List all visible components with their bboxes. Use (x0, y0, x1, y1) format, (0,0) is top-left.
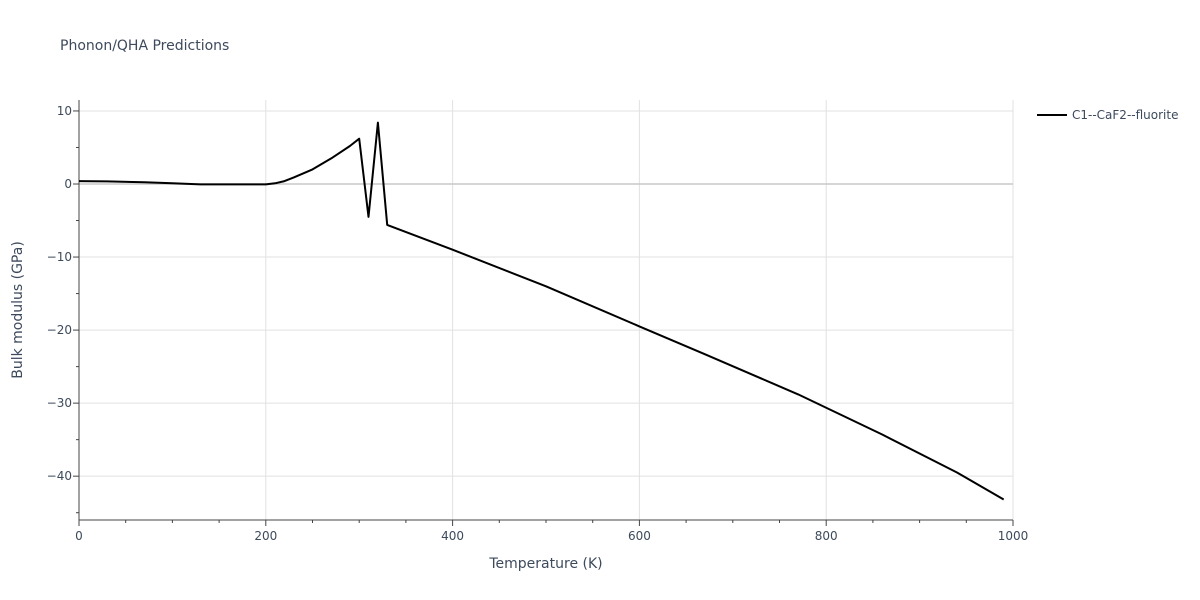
x-tick-label: 800 (815, 529, 838, 543)
legend[interactable]: C1--CaF2--fluorite (1037, 108, 1178, 122)
series-line (78, 121, 1005, 501)
y-tick-label: −40 (47, 469, 72, 483)
y-tick-label: −20 (47, 323, 72, 337)
x-axis-title: Temperature (K) (488, 556, 602, 572)
axes (73, 100, 1014, 526)
x-tick-label: 0 (75, 529, 83, 543)
chart-title: Phonon/QHA Predictions (60, 38, 229, 54)
legend-label: C1--CaF2--fluorite (1072, 108, 1178, 122)
x-tick-label: 400 (441, 529, 464, 543)
y-tick-label: −30 (47, 396, 72, 410)
y-tick-label: 10 (57, 104, 72, 118)
grid (79, 100, 1014, 520)
series-layer (78, 121, 1005, 501)
y-tick-label: −10 (47, 250, 72, 264)
x-tick-label: 1000 (998, 529, 1029, 543)
x-tick-labels: 0 200 400 600 800 1000 (75, 529, 1028, 543)
y-axis-title: Bulk modulus (GPa) (10, 241, 26, 379)
x-tick-label: 200 (254, 529, 277, 543)
y-tick-label: 0 (64, 177, 72, 191)
x-tick-label: 600 (628, 529, 651, 543)
y-tick-labels: 10 0 −10 −20 −30 −40 (47, 104, 72, 483)
